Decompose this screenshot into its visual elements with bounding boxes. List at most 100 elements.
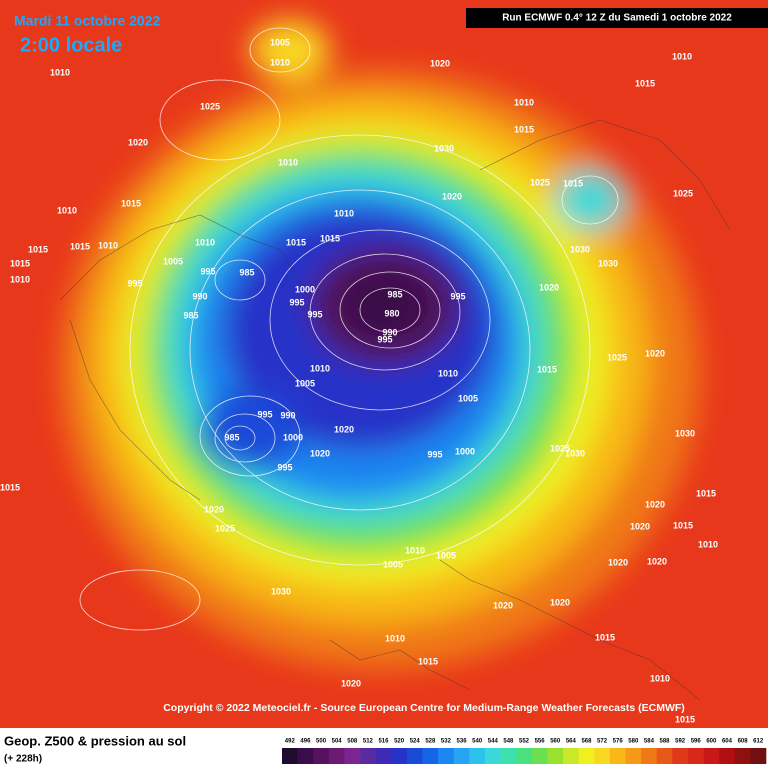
colorbar-level: 528: [425, 739, 436, 745]
colorbar-level: 500: [316, 739, 327, 745]
isobar-label: 1010: [10, 274, 30, 284]
colorbar-level: 544: [488, 739, 499, 745]
colorbar-cell: [375, 748, 392, 764]
colorbar-cell: [703, 748, 720, 764]
copyright: Copyright © 2022 Meteociel.fr - Source E…: [163, 702, 685, 714]
isobar-label: 1015: [563, 178, 583, 188]
isobar-label: 1030: [570, 244, 590, 254]
colorbar: 492 496 500 504 508 512 516 520 524 528 532 536 540 5…: [282, 739, 767, 764]
date-label: Mardi 11 octobre 2022: [14, 13, 161, 29]
isobar-label: 1020: [645, 499, 665, 509]
isobar-label: 1020: [341, 678, 361, 688]
isobar-label: 985: [239, 267, 254, 277]
colorbar-cell: [391, 748, 408, 764]
isobar-label: 1010: [650, 673, 670, 683]
isobar-label: 1010: [270, 57, 290, 67]
isobar-label: 1000: [295, 284, 315, 294]
isobar-label: 990: [192, 291, 207, 301]
isobar-label: 1030: [675, 428, 695, 438]
colorbar-level: 560: [550, 739, 561, 745]
isobar-label: 1010: [672, 51, 692, 61]
isobar-label: 1005: [436, 550, 456, 560]
lead-time: (+ 228h): [4, 754, 42, 765]
isobar-label: 1015: [418, 656, 438, 666]
isobar-label: 1015: [696, 488, 716, 498]
colorbar-level: 516: [378, 739, 389, 745]
isobars: [79, 27, 619, 631]
colorbar-cell: [422, 748, 439, 764]
colorbar-cell: [453, 748, 470, 764]
colorbar-level: 572: [597, 739, 608, 745]
colorbar-cell: [547, 748, 564, 764]
run-label: Run ECMWF 0.4° 12 Z du Samedi 1 octobre …: [502, 13, 732, 24]
isobar-label: 1015: [286, 237, 306, 247]
isobar-label: 1020: [608, 557, 628, 567]
colorbar-cell: [313, 748, 330, 764]
isobar-label: 990: [280, 410, 295, 420]
isobar-label: 1025: [530, 177, 550, 187]
isobar-label: 1010: [278, 157, 298, 167]
colorbar-cell: [531, 748, 548, 764]
colorbar-level: 496: [300, 739, 311, 745]
colorbar-cell: [719, 748, 736, 764]
isobar-label: 1015: [28, 244, 48, 254]
isobar-label: 1010: [310, 363, 330, 373]
isobar-label: 1020: [310, 448, 330, 458]
time-label: 2:00 locale: [20, 34, 122, 56]
colorbar-cell: [282, 748, 298, 764]
isobar-label: 1030: [271, 586, 291, 596]
isobar-label: 1005: [163, 256, 183, 266]
colorbar-cell: [672, 748, 689, 764]
isobar-label: 1025: [200, 101, 220, 111]
isobar-label: 1010: [438, 368, 458, 378]
isobar-label: 985: [224, 432, 239, 442]
colorbar-level: 592: [675, 739, 686, 745]
isobar-label: 1010: [405, 545, 425, 555]
isobar-label: 1015: [675, 714, 695, 724]
isobar-label: 1015: [595, 632, 615, 642]
isobar-label: 1005: [270, 37, 290, 47]
colorbar-level: 576: [613, 739, 624, 745]
colorbar-cell: [438, 748, 455, 764]
colorbar-level: 600: [706, 739, 717, 745]
colorbar-level: 564: [566, 739, 577, 745]
colorbar-level: 512: [363, 739, 374, 745]
isobar-label: 1015: [320, 233, 340, 243]
colorbar-level: 540: [472, 739, 483, 745]
isobar-label: 1010: [98, 240, 118, 250]
colorbar-level: 532: [441, 739, 452, 745]
isobar-label: 990: [382, 327, 397, 337]
isobar-label: 1015: [635, 78, 655, 88]
colorbar-cell: [297, 748, 314, 764]
colorbar-cell: [406, 748, 423, 764]
colorbar-level: 580: [628, 739, 639, 745]
isobar-label: 1020: [539, 282, 559, 292]
isobar-label: 1005: [295, 378, 315, 388]
colorbar-level: 492: [285, 739, 296, 745]
isobar-label: 1020: [493, 600, 513, 610]
isobar-label: 1010: [385, 633, 405, 643]
isobar-label: 995: [427, 449, 442, 459]
isobar-label: 995: [127, 278, 142, 288]
isobar-label: 1020: [550, 597, 570, 607]
isobar-label: 995: [257, 409, 272, 419]
colorbar-level: 556: [535, 739, 546, 745]
isobar-label: 1020: [647, 556, 667, 566]
isobar-label: 1020: [645, 348, 665, 358]
colorbar-level: 536: [457, 739, 468, 745]
isobar-label: 980: [384, 308, 399, 318]
colorbar-cell: [328, 748, 345, 764]
isobar-label: 1030: [565, 448, 585, 458]
isobar-label: 995: [277, 462, 292, 472]
colorbar-cell: [563, 748, 579, 764]
isobar-label: 985: [183, 310, 198, 320]
colorbar-level: 596: [691, 739, 702, 745]
isobar-label: 1010: [334, 208, 354, 218]
colorbar-cell: [578, 748, 595, 764]
isobar-label: 1020: [630, 521, 650, 531]
isobar-label: 995: [200, 266, 215, 276]
isobar-label: 1010: [698, 539, 718, 549]
colorbar-cell: [360, 748, 376, 764]
colorbar-cell: [609, 748, 626, 764]
colorbar-level: 588: [660, 739, 671, 745]
